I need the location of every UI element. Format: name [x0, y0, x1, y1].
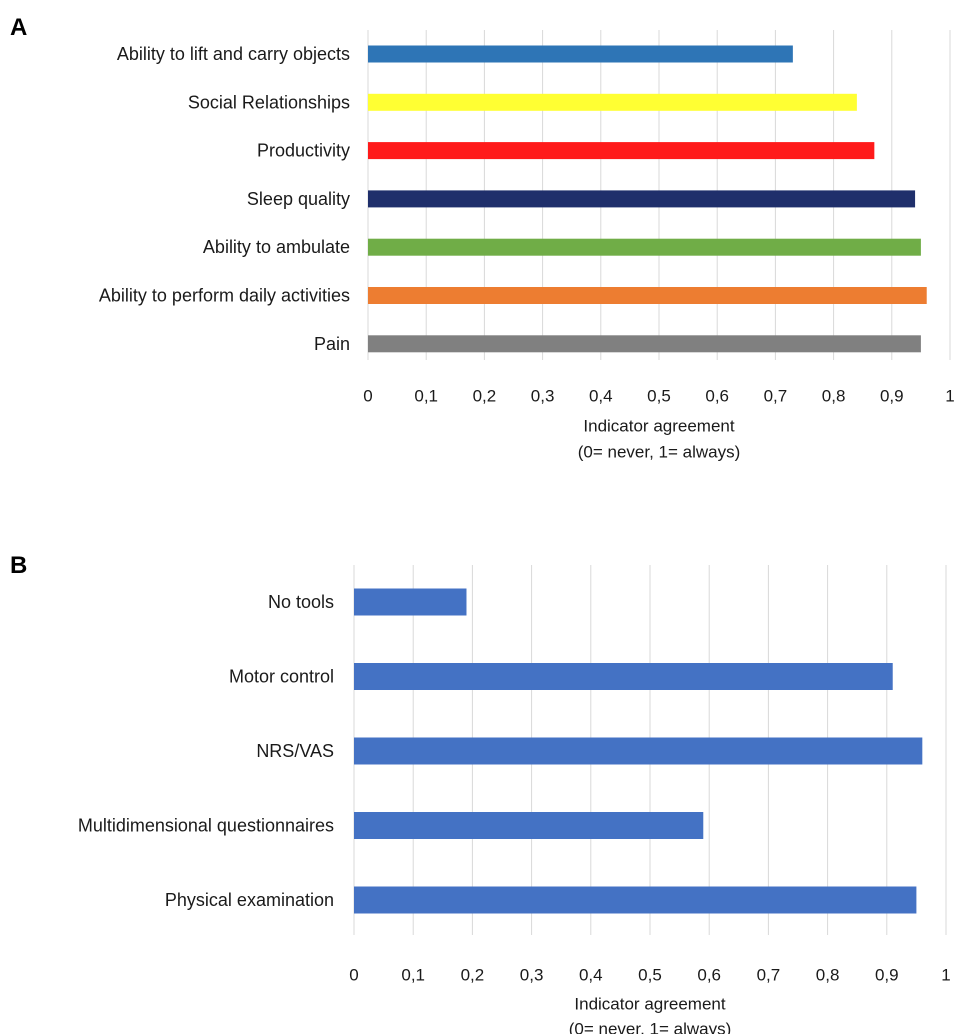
x-tick-label-b-2: 0,2	[461, 966, 485, 985]
x-tick-label-a-6: 0,6	[705, 387, 729, 406]
bar-b-0	[354, 588, 467, 616]
x-tick-label-a-5: 0,5	[647, 387, 671, 406]
x-axis-title-b-line-2: (0= never, 1= always)	[569, 1020, 732, 1034]
x-tick-label-a-3: 0,3	[531, 387, 555, 406]
bar-a-5	[368, 287, 927, 304]
x-axis-title-a-line-1: Indicator agreement	[583, 417, 734, 436]
category-label-b-0: No tools	[268, 592, 334, 612]
category-label-b-1: Motor control	[229, 667, 334, 687]
x-tick-label-a-7: 0,7	[764, 387, 788, 406]
category-label-a-0: Ability to lift and carry objects	[117, 44, 350, 64]
x-tick-label-a-0: 0	[363, 387, 372, 406]
bar-a-4	[368, 238, 921, 256]
x-axis-title-b-line-1: Indicator agreement	[574, 995, 725, 1014]
category-label-a-2: Productivity	[257, 141, 350, 161]
bar-a-1	[368, 93, 857, 111]
category-label-a-4: Ability to ambulate	[203, 237, 350, 257]
panel-label-b: B	[10, 552, 28, 579]
x-tick-label-b-5: 0,5	[638, 966, 662, 985]
x-tick-label-b-9: 0,9	[875, 966, 899, 985]
x-tick-label-a-10: 1	[945, 387, 954, 406]
panel-label-a: A	[10, 14, 28, 41]
bar-a-6	[368, 335, 921, 353]
category-label-a-6: Pain	[314, 334, 350, 354]
x-tick-label-b-6: 0,6	[697, 966, 721, 985]
category-label-a-1: Social Relationships	[188, 92, 350, 112]
x-tick-label-b-1: 0,1	[401, 966, 425, 985]
category-label-b-4: Physical examination	[165, 890, 334, 910]
x-tick-label-a-9: 0,9	[880, 387, 904, 406]
bar-b-4	[354, 886, 917, 914]
x-tick-label-b-10: 1	[941, 966, 950, 985]
category-label-b-3: Multidimensional questionnaires	[78, 816, 334, 836]
bar-a-3	[368, 190, 916, 208]
category-label-a-3: Sleep quality	[247, 189, 350, 209]
x-tick-label-a-8: 0,8	[822, 387, 846, 406]
x-tick-label-a-1: 0,1	[414, 387, 438, 406]
bar-b-1	[354, 663, 893, 690]
x-tick-label-b-0: 0	[349, 966, 358, 985]
bar-a-2	[368, 142, 875, 160]
category-label-b-2: NRS/VAS	[256, 741, 334, 761]
category-label-a-5: Ability to perform daily activities	[99, 286, 350, 306]
bar-a-0	[368, 45, 793, 63]
x-axis-title-a-line-2: (0= never, 1= always)	[578, 443, 741, 462]
x-tick-label-a-2: 0,2	[473, 387, 497, 406]
bar-b-3	[354, 812, 704, 839]
x-tick-label-b-7: 0,7	[757, 966, 781, 985]
bar-b-2	[354, 737, 923, 765]
x-tick-label-b-3: 0,3	[520, 966, 544, 985]
x-tick-label-a-4: 0,4	[589, 387, 613, 406]
x-tick-label-b-4: 0,4	[579, 966, 603, 985]
x-tick-label-b-8: 0,8	[816, 966, 840, 985]
